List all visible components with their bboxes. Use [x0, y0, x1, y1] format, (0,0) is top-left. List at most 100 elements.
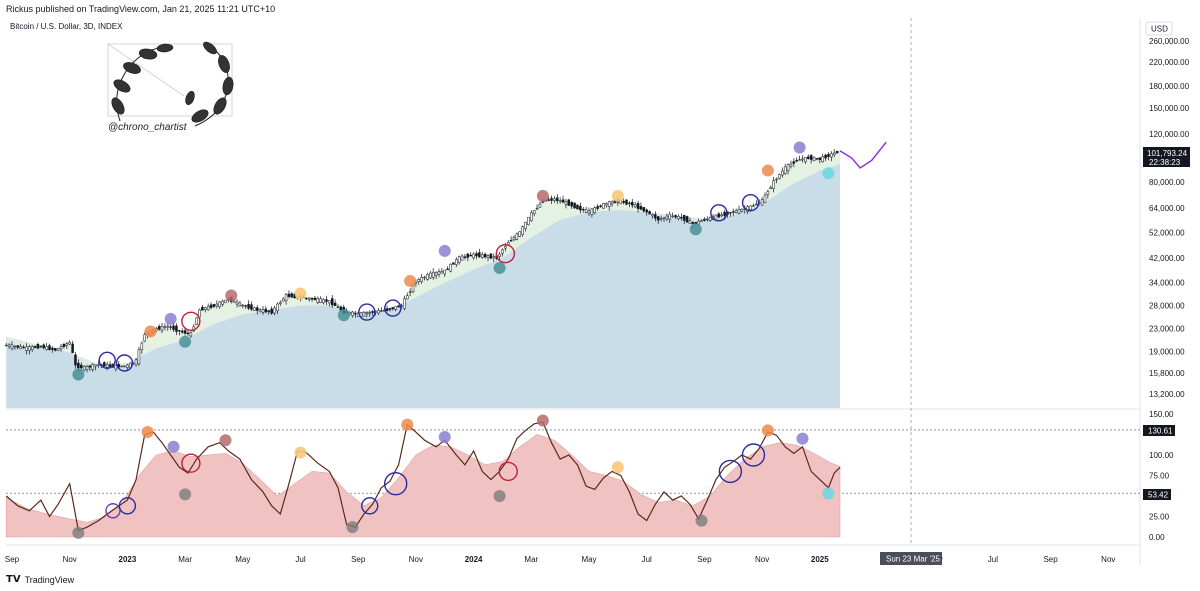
time-tick-label: Sep: [5, 555, 20, 564]
candle-body: [449, 263, 452, 272]
candle-body: [388, 308, 392, 310]
candle-body: [79, 364, 83, 369]
candle-body: [313, 297, 317, 301]
price-signal-marker: [611, 189, 624, 202]
time-tick-label: Nov: [1101, 555, 1115, 564]
candle-body: [25, 346, 28, 351]
candle-body: [648, 211, 651, 215]
candle-body: [697, 220, 700, 225]
oscillator-area: [5, 434, 841, 538]
candle-body: [261, 309, 265, 313]
candle-body: [827, 154, 830, 157]
candle-body: [553, 198, 556, 201]
candle-body: [391, 307, 395, 310]
time-tick-label: 2024: [465, 555, 483, 564]
candle-body: [659, 218, 663, 220]
currency-box[interactable]: USD: [1145, 21, 1173, 36]
candle-body: [466, 253, 470, 258]
publisher-header: Rickus published on TradingView.com, Jan…: [0, 0, 1200, 18]
crosshair-date-text: Sun 23 Mar '25: [886, 555, 941, 564]
candle-body: [535, 207, 539, 210]
time-tick-label: Sep: [697, 555, 712, 564]
candle-body: [281, 298, 285, 302]
candle-body: [143, 334, 146, 342]
candle-body: [801, 158, 804, 161]
candle-body: [631, 201, 634, 206]
candle-body: [703, 218, 706, 221]
tradingview-logo-icon: 𝗧𝗩: [6, 574, 21, 585]
candle-body: [368, 312, 371, 314]
candle-body: [804, 156, 807, 162]
candle-body: [420, 277, 423, 282]
candle-body: [763, 194, 767, 203]
candle-body: [590, 208, 594, 216]
candle-body: [97, 363, 100, 366]
time-tick-label: Nov: [409, 555, 423, 564]
price-signal-marker: [404, 274, 417, 287]
candle-body: [4, 344, 8, 347]
price-tick-label: 13,200.00: [1149, 390, 1185, 399]
candle-body: [186, 332, 190, 335]
candle-body: [434, 272, 438, 276]
candle-body: [740, 208, 744, 212]
price-signal-marker: [493, 262, 506, 275]
candle-body: [377, 310, 380, 314]
candle-body: [258, 309, 262, 312]
price-tick-label: 260,000.00: [1149, 37, 1190, 46]
candle-body: [610, 201, 614, 205]
candle-body: [527, 216, 530, 225]
osc-signal-marker: [761, 424, 774, 437]
osc-tick-label: 0.00: [1149, 533, 1165, 542]
time-tick-label: Jul: [988, 555, 998, 564]
candle-body: [403, 298, 406, 309]
footer: 𝗧𝗩 TradingView: [6, 574, 74, 585]
price-signal-marker: [384, 299, 402, 317]
publisher-text: Rickus published on TradingView.com, Jan…: [6, 4, 276, 14]
osc-signal-marker: [346, 521, 359, 534]
candle-body: [137, 349, 141, 365]
osc-tick-label: 75.00: [1149, 472, 1170, 481]
candle-body: [734, 210, 738, 213]
candle-body: [169, 326, 172, 328]
price-tick-label: 120,000.00: [1149, 130, 1190, 139]
candle-body: [812, 156, 816, 161]
candle-body: [809, 154, 813, 160]
candle-body: [290, 293, 294, 298]
candle-body: [45, 346, 48, 350]
candle-body: [426, 274, 429, 280]
candle-body: [720, 214, 723, 217]
candle-body: [33, 346, 37, 348]
candle-body: [781, 170, 784, 176]
candle-body: [195, 317, 198, 325]
candle-body: [10, 344, 14, 349]
osc-signal-marker: [141, 426, 154, 439]
time-tick-label: Mar: [524, 555, 538, 564]
candle-body: [472, 253, 475, 258]
candle-body: [478, 252, 481, 258]
candle-body: [163, 326, 167, 328]
candle-body: [28, 346, 31, 351]
candle-body: [437, 271, 441, 275]
candle-body: [778, 174, 781, 179]
wreath-logo-icon: [107, 41, 234, 127]
osc-level-low-value: 53.42: [1148, 491, 1169, 500]
candle-body: [654, 214, 657, 219]
candle-body: [593, 207, 597, 213]
osc-signal-marker: [384, 472, 408, 496]
candle-body: [221, 300, 224, 305]
time-tick-label: Jul: [642, 555, 652, 564]
candle-body: [362, 311, 366, 317]
last-price-value: 101,793.24: [1147, 149, 1188, 158]
candle-body: [792, 161, 796, 164]
candle-body: [573, 202, 576, 209]
candle-body: [74, 354, 77, 366]
osc-signal-marker: [536, 414, 549, 427]
time-tick-label: May: [235, 555, 250, 564]
oscillator-pane: [5, 414, 1140, 539]
osc-signal-marker: [72, 526, 85, 539]
candle-body: [498, 253, 501, 257]
candle-body: [351, 311, 354, 316]
candle-body: [7, 344, 11, 347]
candle-body: [662, 217, 666, 219]
